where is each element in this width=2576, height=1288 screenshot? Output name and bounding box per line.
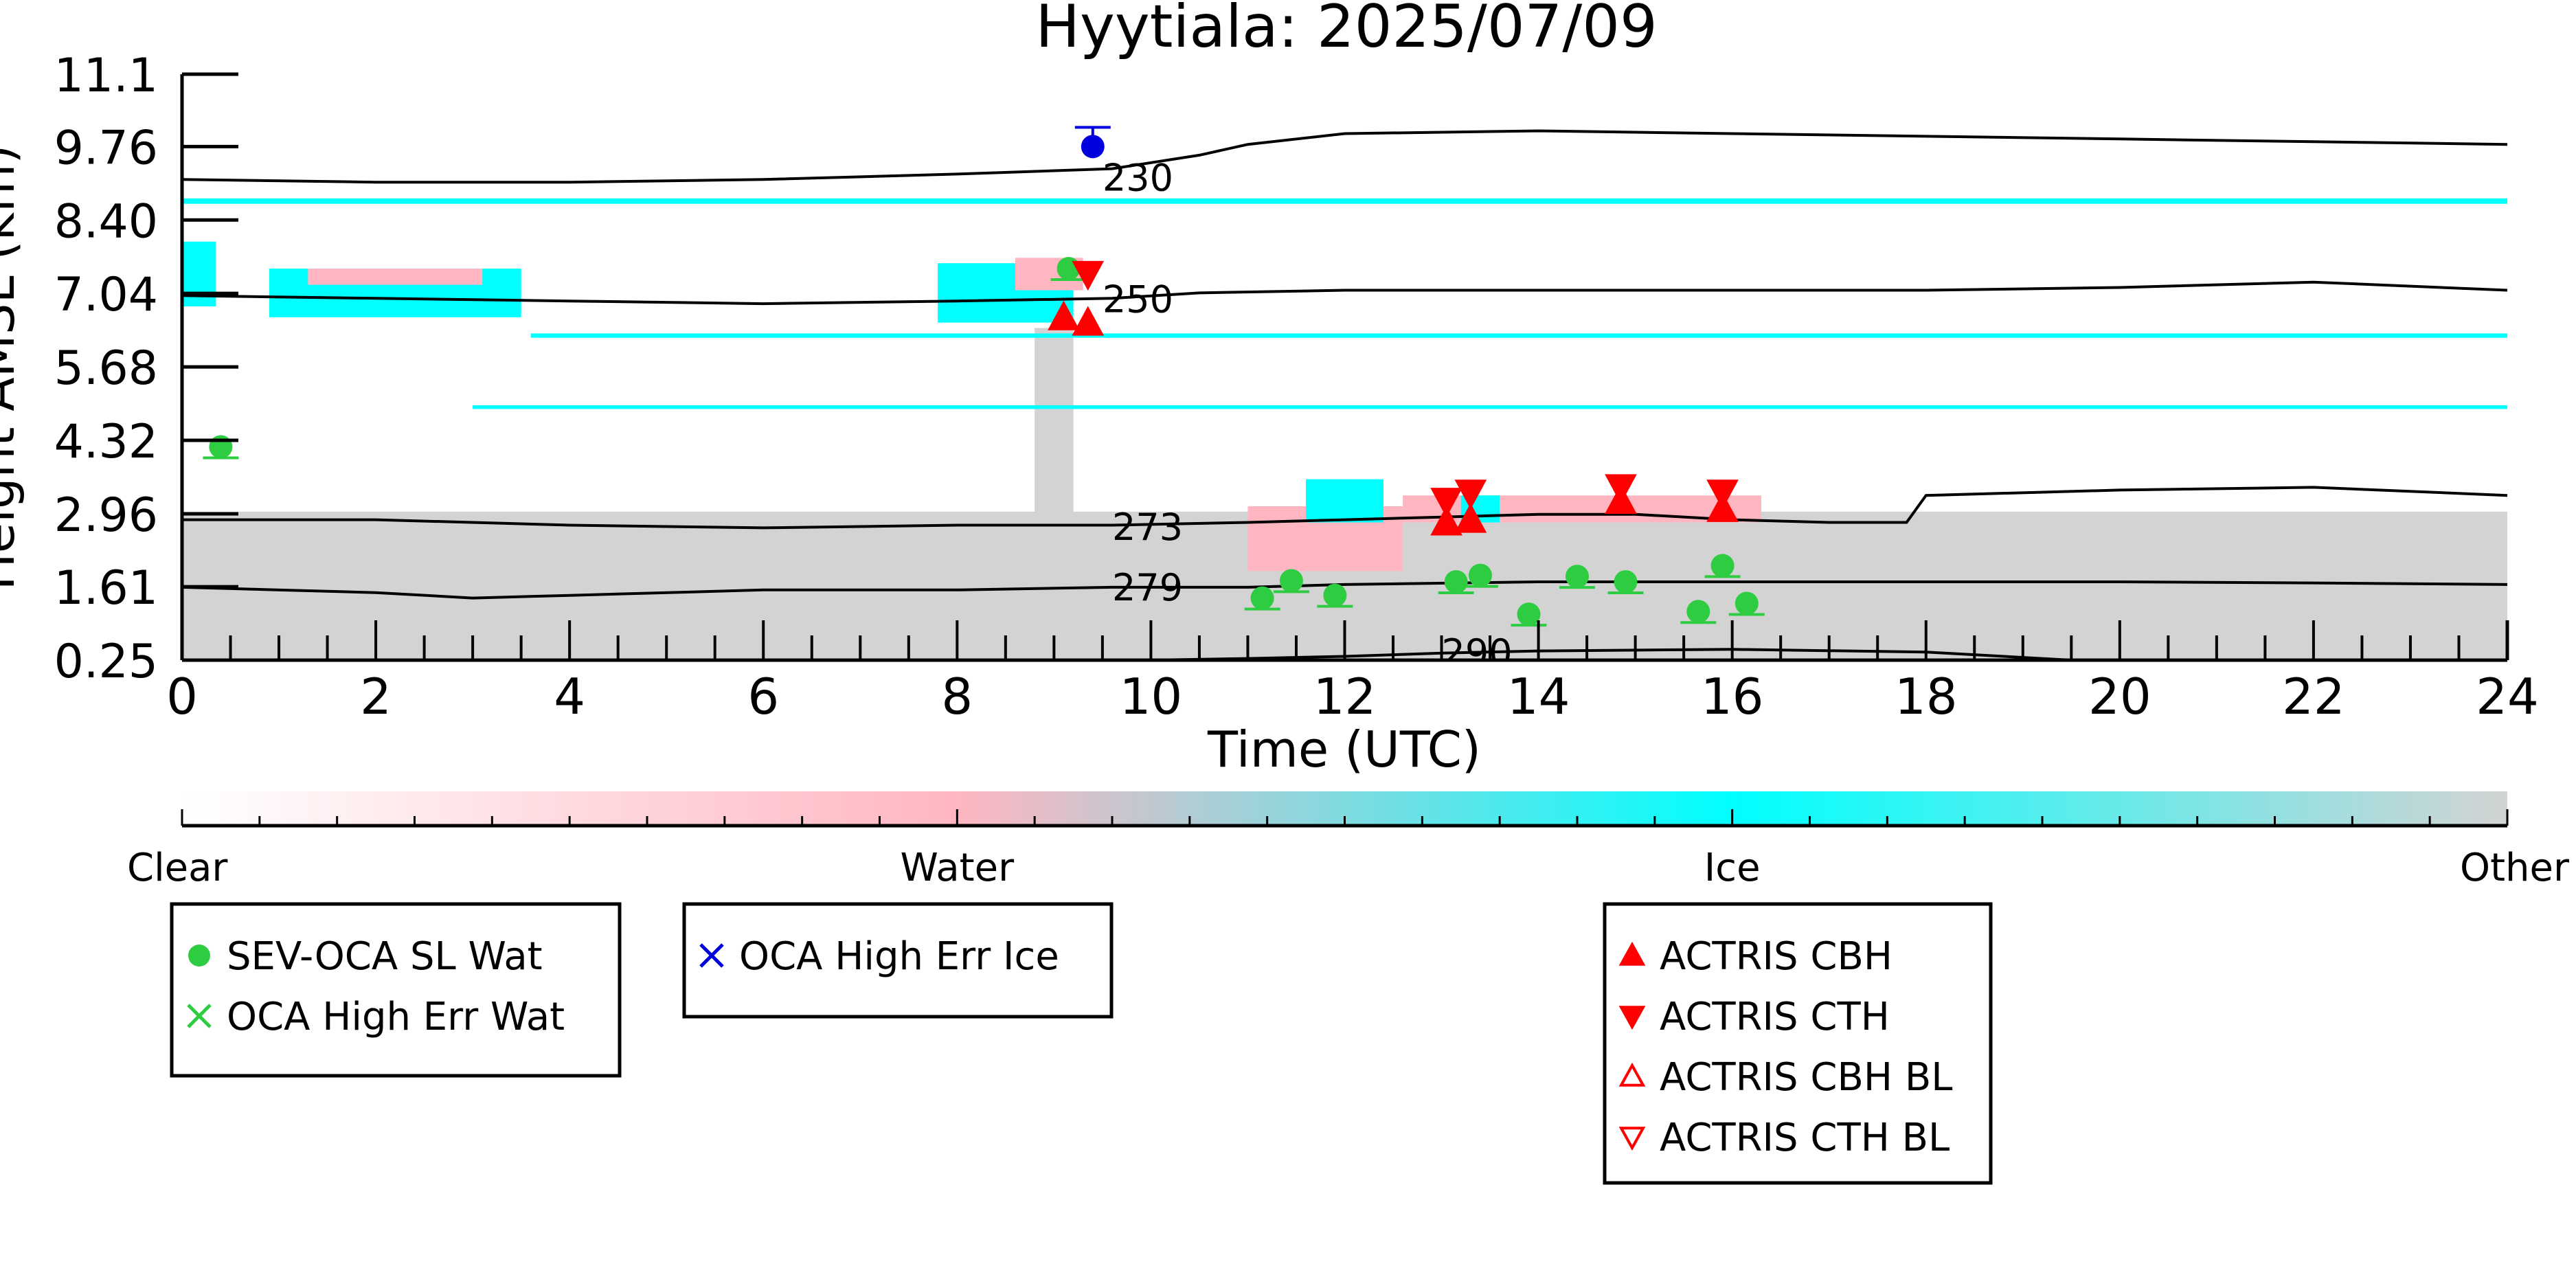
legend-box-2	[682, 902, 1114, 1019]
y-tick-label: 0.25	[54, 635, 158, 689]
legend-entry-label: ACTRIS CBH	[1660, 934, 1893, 979]
sev-oca-sl-wat-point	[1444, 570, 1468, 594]
legend-entry-label: SEV-OCA SL Wat	[227, 934, 543, 979]
phase-region-ice-8	[1306, 479, 1383, 523]
sev-oca-sl-wat-point	[1323, 583, 1347, 607]
phase-region-other-1	[1035, 328, 1074, 660]
actris-cth-point	[1454, 479, 1487, 510]
x-tick-label: 18	[1895, 668, 1958, 725]
contour-label-230: 230	[1103, 156, 1173, 199]
oca-ice-point	[1081, 135, 1105, 159]
colorbar-label-ice: Ice	[1704, 846, 1761, 890]
actris-cbh-point	[1072, 306, 1105, 336]
x-axis-label: Time (UTC)	[1207, 721, 1481, 778]
contour-line-273	[182, 486, 2507, 530]
x-tick-label: 0	[166, 668, 198, 725]
y-tick-label: 9.76	[54, 121, 158, 175]
legend-entry-label: OCA High Err Wat	[227, 995, 565, 1039]
contour-label-290: 290	[1442, 631, 1513, 675]
chart-title: Hyytiala: 2025/07/09	[1035, 0, 1657, 61]
x-tick-label: 2	[360, 668, 392, 725]
x-tick-label: 6	[747, 668, 779, 725]
legend-box-3	[1603, 902, 1993, 1185]
y-tick-label: 11.1	[54, 49, 158, 103]
x-tick-label: 22	[2282, 668, 2345, 725]
legend-entry-label: OCA High Err Ice	[739, 934, 1059, 979]
sev-oca-sl-wat-point	[1614, 570, 1638, 594]
legend-triangle-down-marker	[1618, 1006, 1646, 1030]
legend-triangle-up-marker	[1618, 941, 1646, 966]
actris-cth-point	[1072, 260, 1105, 291]
plot-axes: 0 2 4 6 8 10 12 14 16 18 20 22 240.251.612.964.325.6…	[54, 49, 2539, 725]
x-tick-label: 14	[1507, 668, 1570, 725]
contour-label-279: 279	[1112, 566, 1183, 609]
contour-line-279	[182, 580, 2507, 600]
sev-oca-sl-wat-point	[1468, 563, 1492, 587]
phase-colorbar: Clear Water Ice Other	[127, 791, 2570, 890]
x-tick-label: 4	[554, 668, 585, 725]
x-tick-label: 24	[2476, 668, 2539, 725]
actris-cbh-point	[1454, 503, 1487, 533]
actris-cth-point	[1605, 474, 1637, 504]
y-tick-label: 5.68	[54, 341, 158, 396]
legend-x-marker	[187, 1004, 212, 1028]
sev-oca-sl-wat-point	[1710, 554, 1735, 578]
y-tick-label: 4.32	[54, 415, 158, 469]
legend-entry-label: ACTRIS CBH BL	[1660, 1055, 1952, 1100]
legend-triangle-up-marker	[1618, 1062, 1646, 1087]
y-axis-label: Height AMSL (km)	[0, 145, 25, 591]
legend-entry-label: ACTRIS CTH BL	[1660, 1116, 1950, 1160]
plot-background	[182, 74, 2507, 660]
x-tick-label: 10	[1120, 668, 1183, 725]
contour-label-273: 273	[1112, 506, 1183, 549]
legend-box-1	[170, 902, 622, 1078]
sev-oca-sl-wat-point	[1686, 600, 1710, 624]
temperature-contours: 230 250 273 279 290	[182, 129, 2507, 675]
contour-line-250	[182, 280, 2507, 306]
actris-cth-point	[1430, 488, 1462, 518]
sev-oca-sl-wat-point	[1250, 586, 1274, 610]
contour-line-230	[182, 129, 2507, 184]
legend-triangle-down-marker	[1618, 1127, 1646, 1151]
legend-group: SEV-OCA SL Wat OCA High Err Wat OCA High E…	[170, 902, 1993, 1185]
sev-oca-sl-wat-point	[1279, 569, 1303, 593]
actris-cth-point	[1706, 479, 1739, 510]
phase-region-ice-12	[530, 333, 2507, 338]
colorbar-label-water: Water	[901, 846, 1015, 890]
legend-circle-marker	[188, 945, 210, 967]
x-tick-label: 8	[941, 668, 973, 725]
legend-x-marker	[699, 943, 724, 968]
actris-cbh-point	[1048, 300, 1080, 330]
x-tick-label: 16	[1701, 668, 1764, 725]
x-tick-label: 20	[2088, 668, 2151, 725]
y-tick-label: 2.96	[54, 488, 158, 543]
y-tick-label: 7.04	[54, 268, 158, 322]
sev-oca-sl-wat-point	[1735, 591, 1759, 615]
y-tick-label: 1.61	[54, 561, 158, 615]
actris-cbh-point	[1430, 506, 1462, 536]
y-tick-label: 8.40	[54, 194, 158, 249]
phase-region-water-4	[308, 269, 483, 285]
legend-entry-label: ACTRIS CTH	[1660, 995, 1890, 1039]
sev-oca-sl-wat-point	[1566, 565, 1589, 589]
phase-region-ice-11	[182, 198, 2507, 204]
x-tick-label: 12	[1313, 668, 1377, 725]
colorbar-label-other: Other	[2460, 846, 2570, 890]
colorbar-label-clear: Clear	[127, 846, 228, 890]
sev-oca-sl-wat-point	[1517, 602, 1541, 626]
data-markers	[203, 126, 1765, 627]
contour-label-250: 250	[1103, 278, 1173, 321]
phase-region-ice-13	[473, 405, 2507, 409]
